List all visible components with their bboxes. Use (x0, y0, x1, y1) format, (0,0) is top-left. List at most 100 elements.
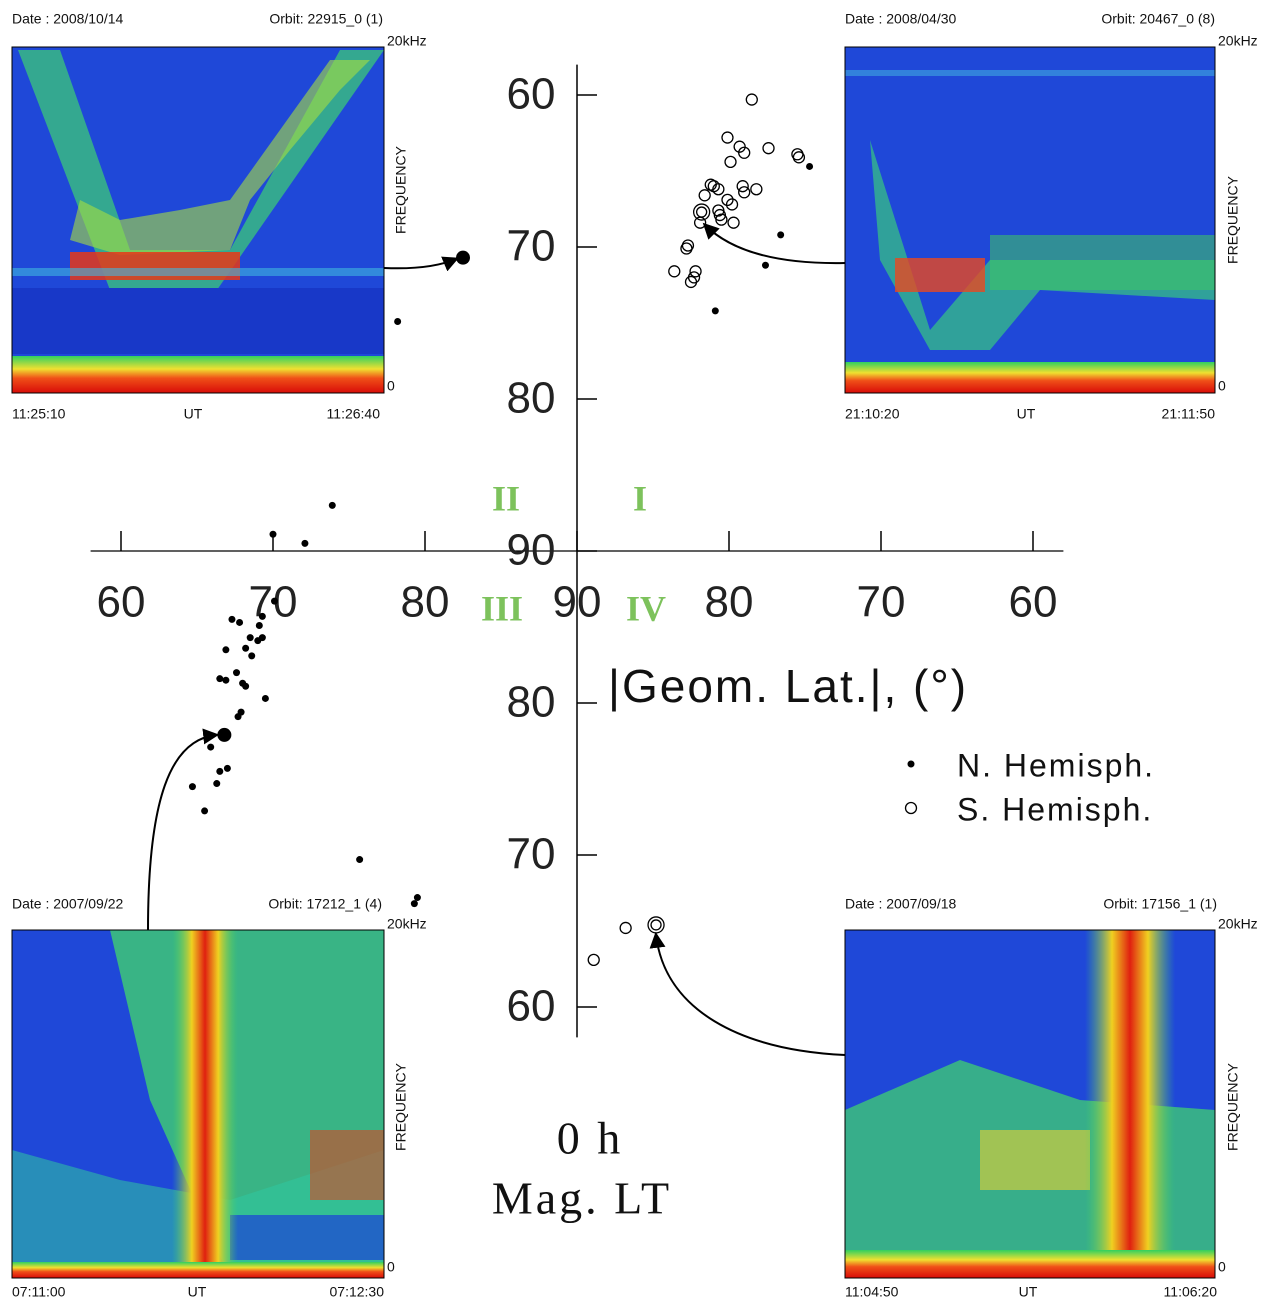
time-label: UT (1017, 406, 1036, 422)
y-tick-label: 60 (507, 70, 556, 119)
point (269, 530, 277, 538)
point (271, 597, 279, 605)
point (777, 231, 785, 239)
point (207, 743, 215, 751)
orbit: Orbit: 17156_1 (1) (1103, 896, 1217, 912)
date: Date : 2008/10/14 (12, 11, 124, 27)
point (750, 183, 763, 196)
point (222, 676, 230, 684)
freq-min: 0 (387, 1259, 395, 1275)
time-end: 11:06:20 (1164, 1284, 1218, 1300)
point (242, 644, 250, 652)
point (715, 213, 728, 226)
quadrant-label: III (481, 588, 523, 628)
point (217, 727, 232, 742)
point (236, 618, 244, 626)
time-start: 11:25:10 (12, 406, 66, 422)
point (258, 612, 266, 620)
point (721, 131, 734, 144)
point (684, 275, 698, 289)
point (693, 216, 707, 229)
point (246, 634, 254, 642)
legend-label: S. Hemisph. (957, 791, 1153, 827)
annotation: 0 h (557, 1113, 624, 1164)
time-end: 11:26:40 (327, 406, 381, 422)
point (410, 900, 418, 908)
annotation: Mag. LT (492, 1173, 672, 1224)
point (738, 146, 751, 159)
point (328, 501, 336, 509)
point (188, 783, 196, 791)
freq-max: 20kHz (1218, 33, 1258, 49)
legend-marker (904, 801, 918, 815)
x-axis-label: |Geom. Lat.|, (°) (608, 660, 968, 712)
point (680, 242, 693, 255)
point (356, 856, 364, 864)
point (216, 767, 224, 775)
point (222, 646, 230, 654)
point (223, 764, 231, 772)
date: Date : 2008/04/30 (845, 11, 957, 27)
x-tick-label: 80 (705, 578, 754, 627)
quadrant-label: I (633, 478, 647, 518)
point (692, 203, 711, 221)
date: Date : 2007/09/22 (12, 896, 124, 912)
y-tick-label: 80 (507, 374, 556, 423)
x-tick-label: 60 (97, 578, 146, 627)
point (668, 265, 681, 278)
point (255, 621, 263, 629)
x-tick-label: 70 (857, 578, 906, 627)
arrow (649, 931, 846, 1056)
point (456, 250, 470, 265)
point (761, 261, 769, 269)
arrow (147, 728, 220, 931)
point (233, 669, 241, 677)
point (733, 140, 746, 153)
quadrant-label: II (492, 478, 520, 518)
freq-label: FREQUENCY (393, 1062, 409, 1151)
point (587, 953, 600, 967)
y-tick-label: 70 (507, 830, 556, 879)
time-start: 21:10:20 (845, 406, 900, 422)
point (242, 682, 250, 690)
time-label: UT (1019, 1284, 1038, 1300)
freq-max: 20kHz (387, 916, 427, 932)
point (234, 713, 242, 721)
time-label: UT (188, 1284, 207, 1300)
quadrant-label: IV (626, 588, 666, 628)
point (806, 162, 814, 170)
freq-min: 0 (1218, 1259, 1226, 1275)
point (216, 675, 224, 683)
time-end: 07:12:30 (330, 1284, 385, 1300)
point (711, 307, 719, 315)
point (727, 216, 740, 229)
spectrogram: Date : 2008/04/30 Orbit: 20467_0 (8) 20k… (844, 11, 1258, 422)
point (689, 265, 702, 278)
freq-min: 0 (387, 378, 395, 394)
point (712, 183, 725, 196)
point (228, 615, 236, 623)
point (745, 93, 758, 106)
point (650, 919, 662, 931)
point (394, 317, 402, 325)
y-tick-label: 90 (507, 526, 556, 575)
point (647, 916, 665, 934)
point (762, 142, 775, 155)
arrows (147, 222, 846, 1056)
spectrogram: Date : 2008/10/14 Orbit: 22915_0 (1) 20k… (11, 11, 427, 422)
spectrogram: Date : 2007/09/18 Orbit: 17156_1 (1) 20k… (844, 896, 1258, 1300)
legend-label: N. Hemisph. (957, 747, 1155, 783)
time-label: UT (184, 406, 203, 422)
point (201, 807, 209, 815)
freq-max: 20kHz (1218, 916, 1258, 932)
arrow (383, 256, 459, 272)
point (301, 539, 309, 547)
point (698, 189, 711, 202)
legend-marker (907, 760, 915, 768)
point (213, 780, 221, 788)
time-start: 11:04:50 (845, 1284, 899, 1300)
y-tick-label: 70 (507, 222, 556, 271)
x-tick-label: 60 (1009, 578, 1058, 627)
time-end: 21:11:50 (1162, 406, 1216, 422)
